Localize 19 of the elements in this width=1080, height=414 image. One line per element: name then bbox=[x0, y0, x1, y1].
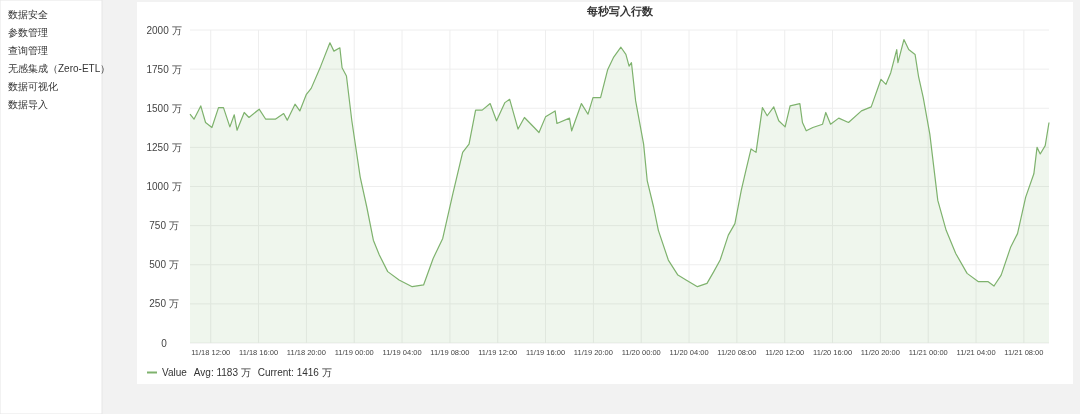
y-tick-label: 0 bbox=[161, 337, 168, 349]
text: 数据可视化 bbox=[8, 81, 58, 92]
y-tick-label: 1000 万 bbox=[146, 181, 182, 192]
y-tick-label: 1250 万 bbox=[146, 141, 182, 153]
y-tick-label: 1500 万 bbox=[146, 102, 182, 114]
y-tick-label: 750 万 bbox=[149, 220, 179, 232]
y-tick-label: 2000 万 bbox=[146, 24, 182, 36]
text: 数据导入 bbox=[8, 99, 48, 110]
text: 参数管理 bbox=[8, 27, 48, 38]
legend-label: Value bbox=[162, 367, 188, 378]
chart-title: 每秒写入行数 bbox=[585, 5, 654, 18]
text: Avg: 1183 万 bbox=[193, 367, 251, 378]
text: 数据安全 bbox=[8, 9, 48, 20]
y-tick-label: 1750 万 bbox=[146, 63, 182, 75]
text: 无感集成（Zero-ETL） bbox=[8, 63, 111, 74]
y-tick-label: 500 万 bbox=[149, 259, 179, 271]
y-tick-label: 250 万 bbox=[149, 298, 179, 310]
text: 查询管理 bbox=[8, 45, 48, 56]
text: Current: 1416 万 bbox=[257, 367, 332, 378]
